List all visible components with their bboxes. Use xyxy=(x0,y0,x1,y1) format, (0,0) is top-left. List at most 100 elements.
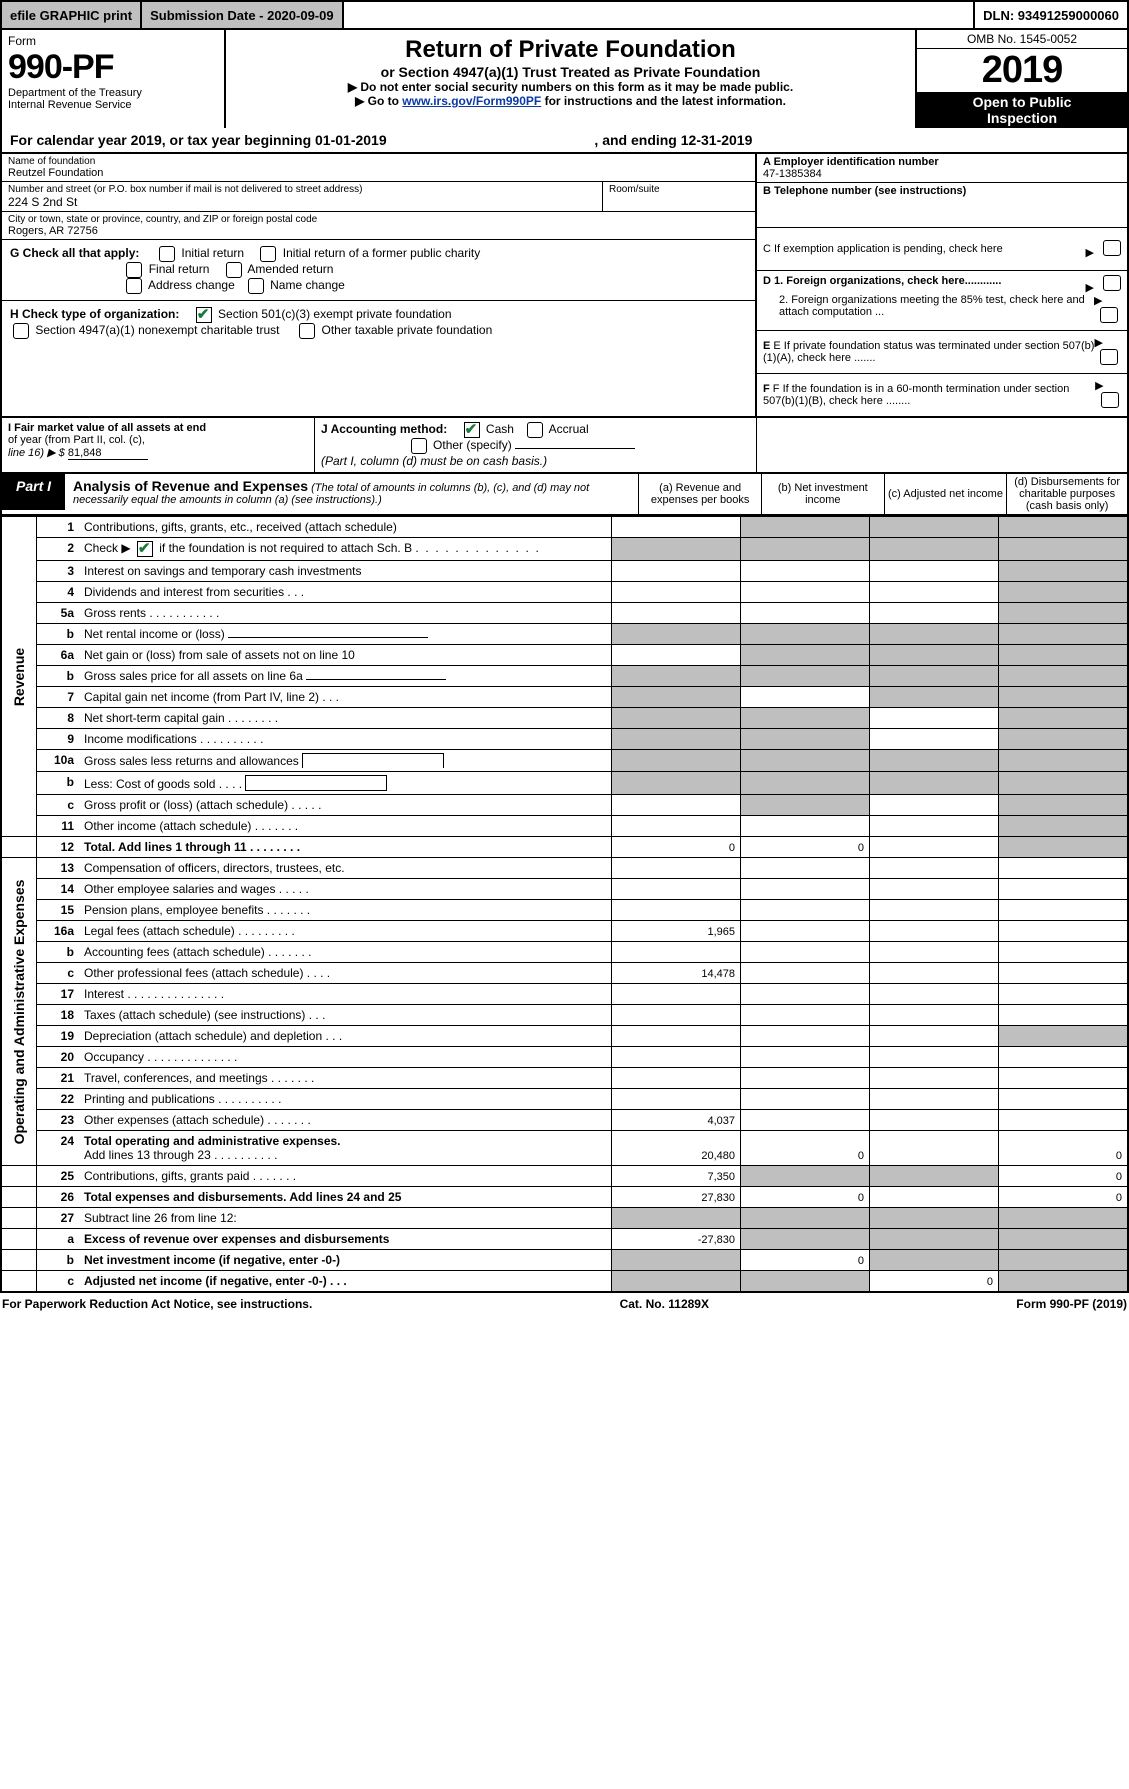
checkbox-4947[interactable] xyxy=(13,323,29,339)
j-label: J Accounting method: xyxy=(321,422,447,436)
submission-date-badge: Submission Date - 2020-09-09 xyxy=(142,2,344,28)
row-num: 1 xyxy=(37,517,80,538)
d-cell: D 1. Foreign organizations, check here..… xyxy=(757,271,1127,331)
row-num: 19 xyxy=(37,1026,80,1047)
main-title: Return of Private Foundation xyxy=(232,36,909,64)
row-desc: Adjusted net income (if negative, enter … xyxy=(79,1271,612,1293)
row-desc: Depreciation (attach schedule) and deple… xyxy=(79,1026,612,1047)
name-cell: Name of foundation Reutzel Foundation xyxy=(2,154,755,182)
checkbox-other-method[interactable] xyxy=(411,438,427,454)
row-desc: Contributions, gifts, grants paid . . . … xyxy=(79,1166,612,1187)
g-label: G Check all that apply: xyxy=(10,246,139,260)
row-num: b xyxy=(37,624,80,645)
irs-link[interactable]: www.irs.gov/Form990PF xyxy=(402,94,541,108)
row-desc: Net rental income or (loss) xyxy=(79,624,612,645)
g-opt-1: Initial return of a former public charit… xyxy=(283,246,480,260)
f-cell: F F If the foundation is in a 60-month t… xyxy=(757,374,1127,416)
form-header: Form 990-PF Department of the Treasury I… xyxy=(0,30,1129,128)
row-desc: Interest . . . . . . . . . . . . . . . xyxy=(79,984,612,1005)
g-opt-2: Final return xyxy=(149,262,210,276)
checkbox-initial-return[interactable] xyxy=(159,246,175,262)
j-note: (Part I, column (d) must be on cash basi… xyxy=(321,454,547,468)
dln-label: DLN: 93491259000060 xyxy=(973,2,1127,28)
checkbox-final-return[interactable] xyxy=(126,262,142,278)
tax-year: 2019 xyxy=(917,49,1127,92)
i-label-2: of year (from Part II, col. (c), xyxy=(8,434,145,446)
g-section: G Check all that apply: Initial return I… xyxy=(2,240,755,301)
efile-print-button[interactable]: efile GRAPHIC print xyxy=(2,2,142,28)
cell-27c-c: 0 xyxy=(870,1271,999,1293)
row-desc: Accounting fees (attach schedule) . . . … xyxy=(79,942,612,963)
checkbox-c[interactable] xyxy=(1103,240,1121,256)
i-section: I Fair market value of all assets at end… xyxy=(2,418,315,472)
e-label: E If private foundation status was termi… xyxy=(763,340,1094,364)
row-desc: Travel, conferences, and meetings . . . … xyxy=(79,1068,612,1089)
row-num: b xyxy=(37,666,80,687)
row-desc: Other employee salaries and wages . . . … xyxy=(79,879,612,900)
row-desc: Capital gain net income (from Part IV, l… xyxy=(79,687,612,708)
lower-right-spacer xyxy=(757,418,1127,472)
row-num: 20 xyxy=(37,1047,80,1068)
row-desc: Total expenses and disbursements. Add li… xyxy=(79,1187,612,1208)
d2-label: 2. Foreign organizations meeting the 85%… xyxy=(763,294,1094,326)
ein-label: A Employer identification number xyxy=(763,156,939,168)
expenses-sidebar: Operating and Administrative Expenses xyxy=(1,858,37,1166)
row-num: 18 xyxy=(37,1005,80,1026)
i-j-row: I Fair market value of all assets at end… xyxy=(0,418,1129,474)
instr2-pre: ▶ Go to xyxy=(355,94,402,108)
row-num: 16a xyxy=(37,921,80,942)
address-cell: Number and street (or P.O. box number if… xyxy=(2,182,603,211)
g-opt-0: Initial return xyxy=(181,246,244,260)
checkbox-sch-b[interactable] xyxy=(137,541,153,557)
ein-cell: A Employer identification number 47-1385… xyxy=(757,154,1127,183)
row-num: b xyxy=(37,772,80,795)
row-desc: Net short-term capital gain . . . . . . … xyxy=(79,708,612,729)
row-num: b xyxy=(37,942,80,963)
d1-label: D 1. Foreign organizations, check here..… xyxy=(763,275,1001,287)
row-num: 10a xyxy=(37,750,80,772)
form-meta-block: OMB No. 1545-0052 2019 Open to Public In… xyxy=(915,30,1127,128)
checkbox-address-change[interactable] xyxy=(126,278,142,294)
cell-16c-a: 14,478 xyxy=(612,963,741,984)
revenue-sidebar: Revenue xyxy=(1,517,37,837)
form-id-block: Form 990-PF Department of the Treasury I… xyxy=(2,30,226,128)
dept-line-2: Internal Revenue Service xyxy=(8,99,218,111)
checkbox-amended[interactable] xyxy=(226,262,242,278)
ein-value: 47-1385384 xyxy=(763,168,822,180)
cell-26b: 0 xyxy=(741,1187,870,1208)
checkbox-e[interactable] xyxy=(1100,349,1118,365)
open-inspection-badge: Open to Public Inspection xyxy=(917,92,1127,128)
city-cell: City or town, state or province, country… xyxy=(2,212,755,240)
row-desc: Other professional fees (attach schedule… xyxy=(79,963,612,984)
e-cell: E E If private foundation status was ter… xyxy=(757,331,1127,374)
row-num: a xyxy=(37,1229,80,1250)
checkbox-d1[interactable] xyxy=(1103,275,1121,291)
checkbox-other-taxable[interactable] xyxy=(299,323,315,339)
entity-info: Name of foundation Reutzel Foundation Nu… xyxy=(0,154,1129,418)
checkbox-f[interactable] xyxy=(1101,392,1119,408)
instruction-1: ▶ Do not enter social security numbers o… xyxy=(232,80,909,94)
j-section: J Accounting method: Cash Accrual Other … xyxy=(315,418,757,472)
checkbox-d2[interactable] xyxy=(1100,307,1118,323)
checkbox-initial-former[interactable] xyxy=(260,246,276,262)
checkbox-cash[interactable] xyxy=(464,422,480,438)
page-footer: For Paperwork Reduction Act Notice, see … xyxy=(0,1293,1129,1315)
row-num: 14 xyxy=(37,879,80,900)
form-title-block: Return of Private Foundation or Section … xyxy=(226,30,915,128)
instr2-post: for instructions and the latest informat… xyxy=(541,94,786,108)
row-desc: Printing and publications . . . . . . . … xyxy=(79,1089,612,1110)
checkbox-accrual[interactable] xyxy=(527,422,543,438)
checkbox-name-change[interactable] xyxy=(248,278,264,294)
h-opt-3: Other taxable private foundation xyxy=(322,323,493,337)
checkbox-501c3[interactable] xyxy=(196,307,212,323)
row-num: 7 xyxy=(37,687,80,708)
h-opt-2: Section 4947(a)(1) nonexempt charitable … xyxy=(35,323,279,337)
row-num: 8 xyxy=(37,708,80,729)
cell-27b-b: 0 xyxy=(741,1250,870,1271)
h-opt-1: Section 501(c)(3) exempt private foundat… xyxy=(218,307,451,321)
row-desc: Net investment income (if negative, ente… xyxy=(79,1250,612,1271)
row-num: 23 xyxy=(37,1110,80,1131)
cell-25d: 0 xyxy=(999,1166,1129,1187)
row-desc: Occupancy . . . . . . . . . . . . . . xyxy=(79,1047,612,1068)
col-a-header: (a) Revenue and expenses per books xyxy=(638,474,761,514)
